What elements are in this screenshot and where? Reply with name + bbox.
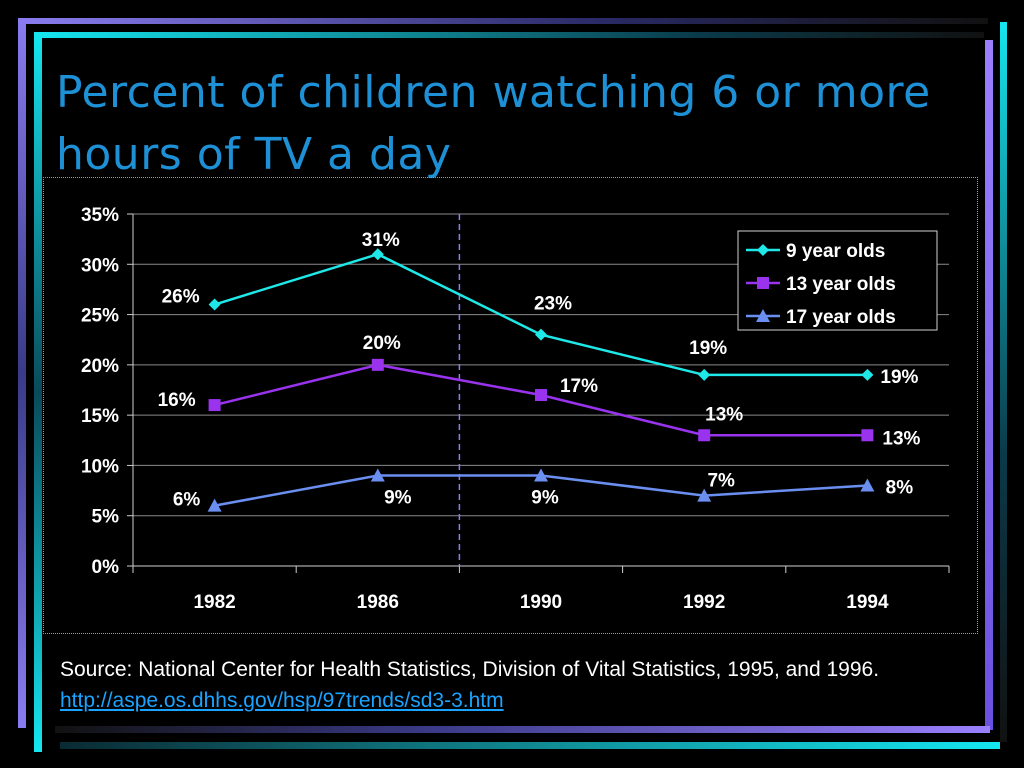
data-label: 19% [880, 367, 918, 388]
frame-bar-right-inner [1000, 22, 1007, 742]
chart-frame: 0% 5% 10% 15% 20% 25% 30% 35% 1982 1986 1990 1992 19… [43, 177, 978, 634]
data-label: 20% [363, 333, 401, 354]
y-tick-label: 0% [92, 557, 120, 578]
data-label: 17% [560, 376, 598, 397]
diamond-marker [535, 328, 547, 341]
frame-bar-bottom-inner [60, 742, 1000, 749]
data-label: 13% [705, 404, 743, 425]
data-label: 6% [173, 490, 201, 511]
data-label: 8% [886, 478, 914, 499]
square-marker [698, 429, 711, 442]
data-label: 23% [534, 294, 572, 315]
diamond-marker [371, 248, 384, 261]
source-text: Source: National Center for Health Stati… [60, 658, 880, 681]
y-tick-label: 15% [81, 406, 119, 427]
y-tick-label: 30% [81, 255, 119, 276]
y-tick-label: 5% [92, 507, 120, 528]
data-label: 16% [158, 390, 196, 411]
y-tick-label: 35% [81, 205, 119, 226]
data-label: 7% [707, 471, 735, 492]
y-tick-label: 10% [81, 456, 119, 477]
x-tick-label: 1994 [846, 592, 889, 613]
square-marker [535, 389, 547, 402]
data-label: 9% [384, 487, 412, 508]
legend-box [737, 230, 938, 331]
x-tick-label: 1990 [520, 592, 562, 613]
x-tick-label: 1992 [683, 592, 725, 613]
legend-label: 17 year olds [786, 307, 896, 328]
data-label: 9% [531, 487, 559, 508]
triangle-marker [534, 468, 548, 482]
frame-bar-top-inner [34, 32, 984, 38]
square-marker [371, 358, 384, 371]
frame-bar-bottom [55, 726, 990, 733]
line-chart: 0% 5% 10% 15% 20% 25% 30% 35% 1982 1986 1990 1992 19… [81, 205, 950, 613]
legend-diamond-marker [757, 244, 769, 256]
legend-square-marker [757, 277, 769, 289]
triangle-marker [860, 478, 875, 492]
data-label: 26% [162, 287, 200, 308]
data-label: 19% [689, 338, 727, 359]
data-label: 13% [882, 428, 920, 449]
diamond-marker [698, 368, 711, 381]
frame-bar-left [18, 18, 26, 728]
triangle-marker [697, 488, 712, 502]
legend-label: 9 year olds [786, 241, 885, 262]
triangle-marker [207, 498, 222, 512]
source-note: Source: National Center for Health Stati… [60, 654, 960, 716]
diamond-marker [208, 298, 221, 311]
legend-label: 13 year olds [786, 274, 896, 295]
y-tick-label: 20% [81, 356, 119, 377]
y-tick-label: 25% [81, 306, 119, 327]
data-label: 31% [362, 230, 400, 251]
frame-bar-right [985, 40, 993, 730]
frame-bar-left-inner [34, 32, 42, 752]
slide-title: Percent of children watching 6 or more h… [56, 67, 931, 180]
square-marker [861, 429, 874, 442]
x-tick-label: 1982 [193, 592, 235, 613]
x-tick-label: 1986 [357, 592, 399, 613]
diamond-marker [861, 368, 874, 381]
frame-bar-top [18, 18, 988, 24]
square-marker [208, 399, 221, 412]
source-link[interactable]: http://aspe.os.dhhs.gov/hsp/97trends/sd3… [60, 689, 504, 712]
legend-triangle-marker [756, 309, 770, 322]
triangle-marker [370, 468, 385, 482]
